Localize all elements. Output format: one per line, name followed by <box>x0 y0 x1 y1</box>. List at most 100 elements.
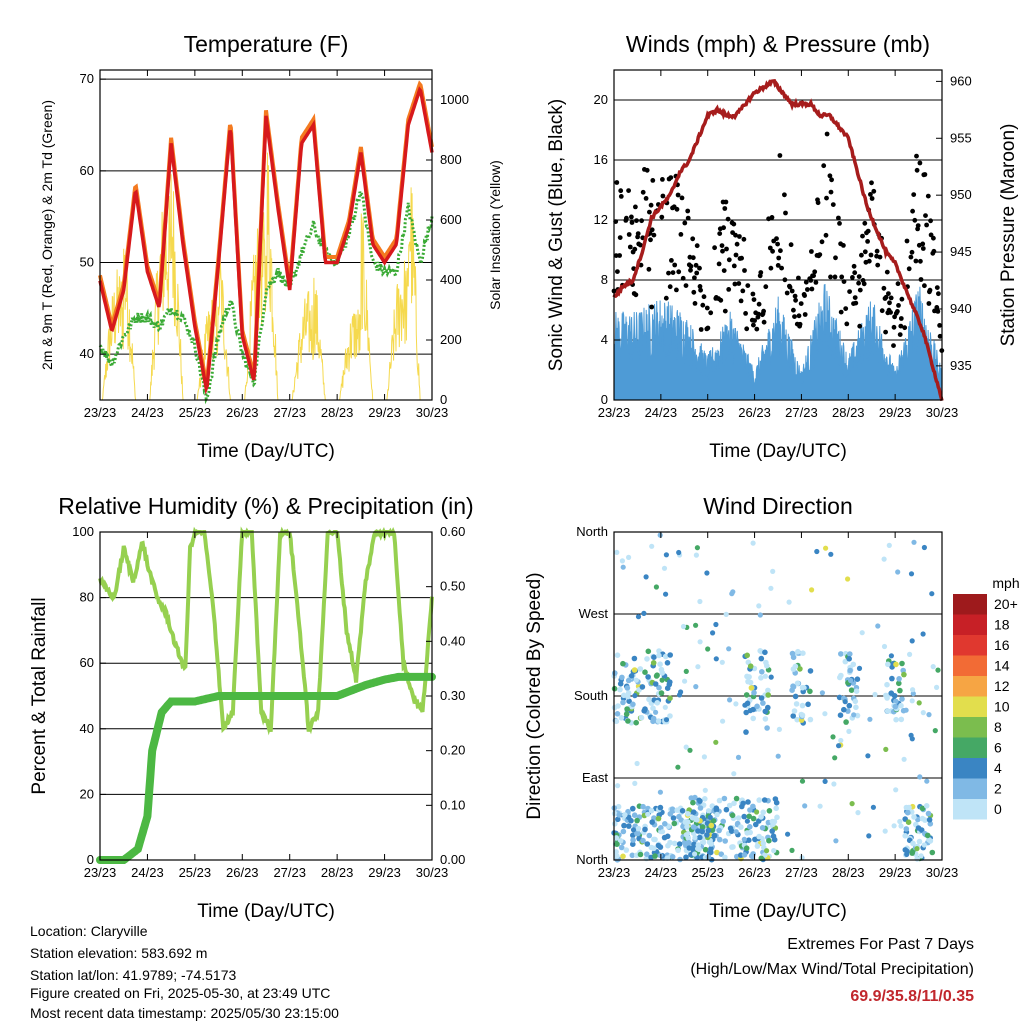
legend-swatch <box>953 799 987 820</box>
direction-point <box>794 680 801 687</box>
gust-point <box>723 199 729 205</box>
direction-point <box>743 845 750 851</box>
legend-label: 0 <box>994 801 1002 817</box>
gust-point <box>745 283 751 288</box>
direction-point <box>935 667 941 673</box>
direction-point <box>773 805 779 812</box>
pressure-line <box>612 79 944 402</box>
gust-point <box>726 257 732 263</box>
direction-point <box>768 674 774 680</box>
direction-point <box>690 799 696 806</box>
direction-point <box>807 716 814 723</box>
direction-point <box>685 811 691 817</box>
gust-point <box>758 270 764 275</box>
gust-point <box>891 343 896 348</box>
direction-point <box>713 739 719 745</box>
y-tick-label: 40 <box>80 721 94 736</box>
gust-point <box>841 243 846 248</box>
x-tick-label: 25/23 <box>179 405 212 420</box>
direction-point <box>836 743 842 749</box>
y-axis-label: Sonic Wind & Gust (Blue, Black) <box>546 99 567 371</box>
direction-point <box>656 652 662 659</box>
gust-point <box>704 305 710 311</box>
gust-point <box>788 242 794 248</box>
y2-tick-label: 0.10 <box>440 797 465 812</box>
gust-point <box>650 178 656 183</box>
direction-point <box>896 680 902 687</box>
direction-point <box>744 830 750 836</box>
gust-point <box>817 252 823 257</box>
direction-point <box>658 690 665 696</box>
direction-point <box>709 827 716 833</box>
direction-point <box>618 844 625 851</box>
gust-point <box>741 236 747 242</box>
direction-point <box>916 838 923 845</box>
direction-point <box>910 691 916 697</box>
y-tick-label: 4 <box>601 332 608 347</box>
gust-point <box>868 252 874 258</box>
direction-point <box>730 589 736 595</box>
gust-point <box>927 287 933 293</box>
direction-point <box>903 826 910 832</box>
gust-point <box>716 261 722 267</box>
direction-point <box>637 666 644 672</box>
gust-point <box>720 248 725 254</box>
direction-point <box>841 706 847 713</box>
direction-point <box>764 848 770 854</box>
direction-point <box>630 827 637 833</box>
gust-point <box>761 308 766 314</box>
direction-point <box>756 603 762 609</box>
gust-point <box>660 177 665 182</box>
legend-title: mph <box>992 575 1019 591</box>
gust-point <box>866 258 872 264</box>
gust-point <box>859 252 864 258</box>
direction-point <box>800 650 806 656</box>
direction-point <box>644 656 650 662</box>
gust-point <box>615 269 620 274</box>
gust-point <box>674 287 679 293</box>
gust-point <box>937 323 942 328</box>
x-axis-label: Time (Day/UTC) <box>709 901 847 922</box>
direction-point <box>898 716 905 723</box>
x-tick-label: 25/23 <box>691 405 724 420</box>
gust-point <box>796 313 802 319</box>
direction-point <box>846 728 852 735</box>
direction-point <box>622 812 628 818</box>
gust-point <box>708 310 714 316</box>
direction-point <box>687 747 693 753</box>
gust-point <box>646 266 652 272</box>
direction-point <box>847 667 853 674</box>
elevation-text: Station elevation: 583.692 m <box>30 945 208 961</box>
direction-point <box>733 795 740 802</box>
direction-point <box>613 835 620 841</box>
direction-point <box>872 691 878 698</box>
x-tick-label: 30/23 <box>416 405 449 420</box>
direction-point <box>735 815 742 821</box>
direction-point <box>917 774 923 780</box>
direction-point <box>643 574 649 580</box>
direction-point <box>742 702 748 708</box>
direction-point <box>921 544 928 551</box>
gust-point <box>824 195 829 201</box>
direction-point <box>842 658 849 665</box>
gust-point <box>722 206 728 211</box>
direction-point <box>885 661 891 668</box>
direction-point <box>686 839 692 846</box>
gust-point <box>712 245 717 251</box>
direction-point <box>925 810 932 817</box>
gust-point <box>676 269 682 275</box>
y2-tick-label: 200 <box>440 332 462 347</box>
gust-point <box>809 286 815 292</box>
direction-point <box>910 840 916 847</box>
y2-tick-label: 955 <box>950 130 972 145</box>
direction-point <box>664 685 671 691</box>
gust-point <box>721 268 727 273</box>
direction-point <box>910 687 916 693</box>
y2-tick-label: 0.00 <box>440 852 465 867</box>
direction-point <box>884 681 890 688</box>
x-tick-label: 29/23 <box>879 865 912 880</box>
y2-tick-label: 1000 <box>440 92 469 107</box>
direction-point <box>662 821 668 827</box>
direction-point <box>934 684 940 691</box>
direction-point <box>754 843 761 849</box>
